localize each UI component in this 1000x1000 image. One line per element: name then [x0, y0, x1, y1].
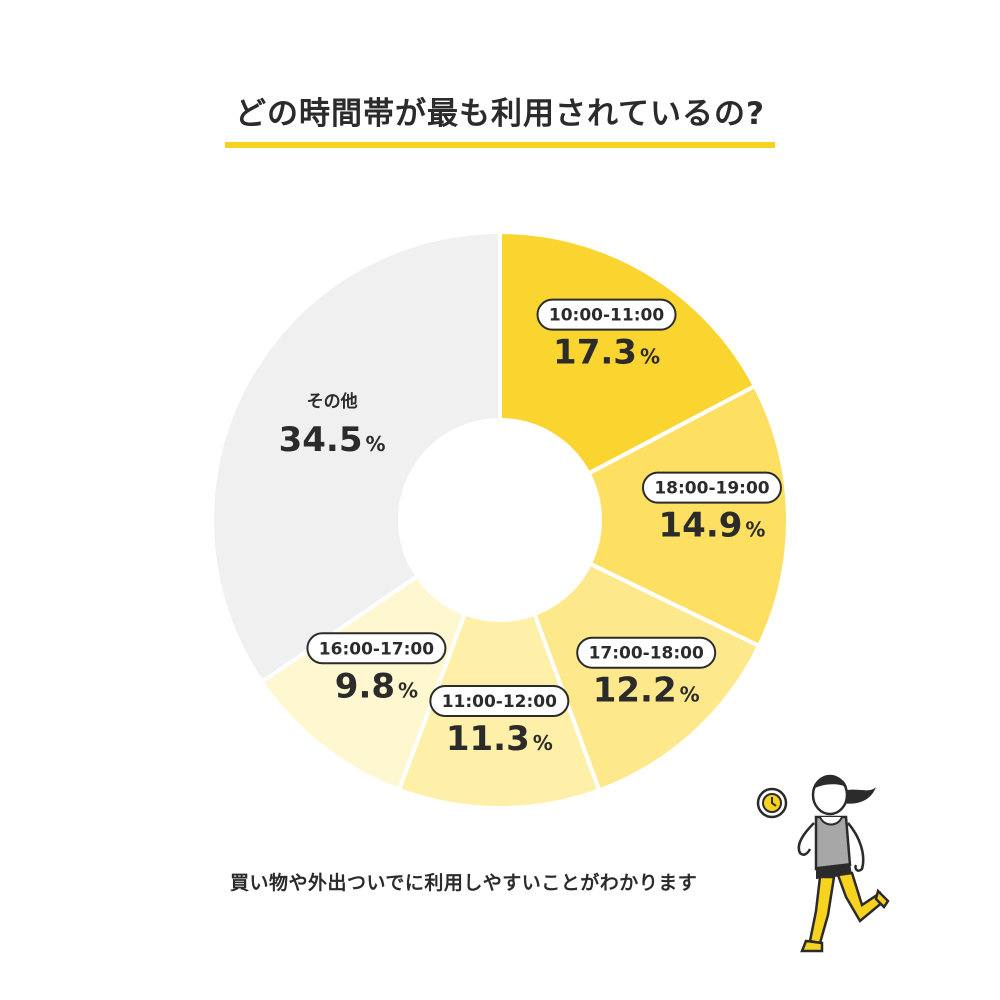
slice-category-label: 18:00-19:00 [654, 479, 769, 499]
slice-category-label: 11:00-12:00 [442, 692, 557, 712]
time-pill-1 [641, 471, 782, 504]
slice-value-label: 34.5% [279, 420, 386, 460]
chart-title: どの時間帯が最も利用されているの? [234, 96, 766, 132]
slice-label-1: 18:00-19:00 14.9% [641, 471, 782, 546]
slice-category-label: 16:00-17:00 [319, 639, 434, 659]
slice-4 [259, 573, 468, 793]
slice-1 [585, 383, 790, 649]
slice-5 [210, 229, 502, 685]
slice-value-label: 12.2% [593, 671, 700, 711]
slice-value-label: 11.3% [446, 719, 553, 759]
slice-label-2: 17:00-18:00 12.2% [576, 636, 717, 711]
time-pill-2 [576, 636, 717, 669]
slice-category-label: 10:00-11:00 [549, 306, 664, 326]
slice-label-3: 11:00-12:00 11.3% [429, 684, 570, 759]
slice-category-label: 17:00-18:00 [589, 644, 704, 664]
slices-layer [210, 229, 790, 810]
time-pill-3 [429, 684, 570, 717]
slice-category-label: その他 [307, 391, 358, 412]
slice-0 [498, 229, 758, 477]
runner-illustration [756, 774, 890, 953]
slice-label-5: その他 34.5% [279, 391, 386, 460]
slice-label-4: 16:00-17:00 9.8% [306, 632, 447, 706]
slice-value-label: 17.3% [553, 333, 660, 373]
slice-value-label: 9.8% [335, 666, 418, 706]
caption: 買い物や外出ついでに利用しやすいことがわかります [230, 872, 698, 894]
labels-layer: 10:00-11:00 17.3 % 18:00-19:00 14.9 % 17:00-18… [279, 298, 782, 759]
title-underline [225, 142, 775, 148]
slice-2 [531, 561, 762, 793]
slice-value-label: 14.9% [659, 506, 766, 546]
time-pill-0 [536, 298, 677, 331]
time-pill-4 [306, 632, 447, 665]
slice-label-0: 10:00-11:00 17.3% [536, 298, 677, 373]
